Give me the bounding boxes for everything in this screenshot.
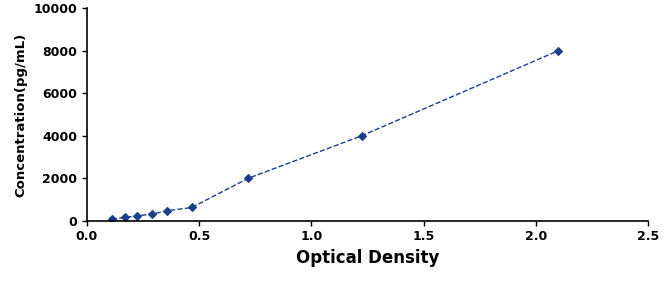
X-axis label: Optical Density: Optical Density <box>296 249 439 267</box>
Y-axis label: Concentration(pg/mL): Concentration(pg/mL) <box>15 33 28 197</box>
